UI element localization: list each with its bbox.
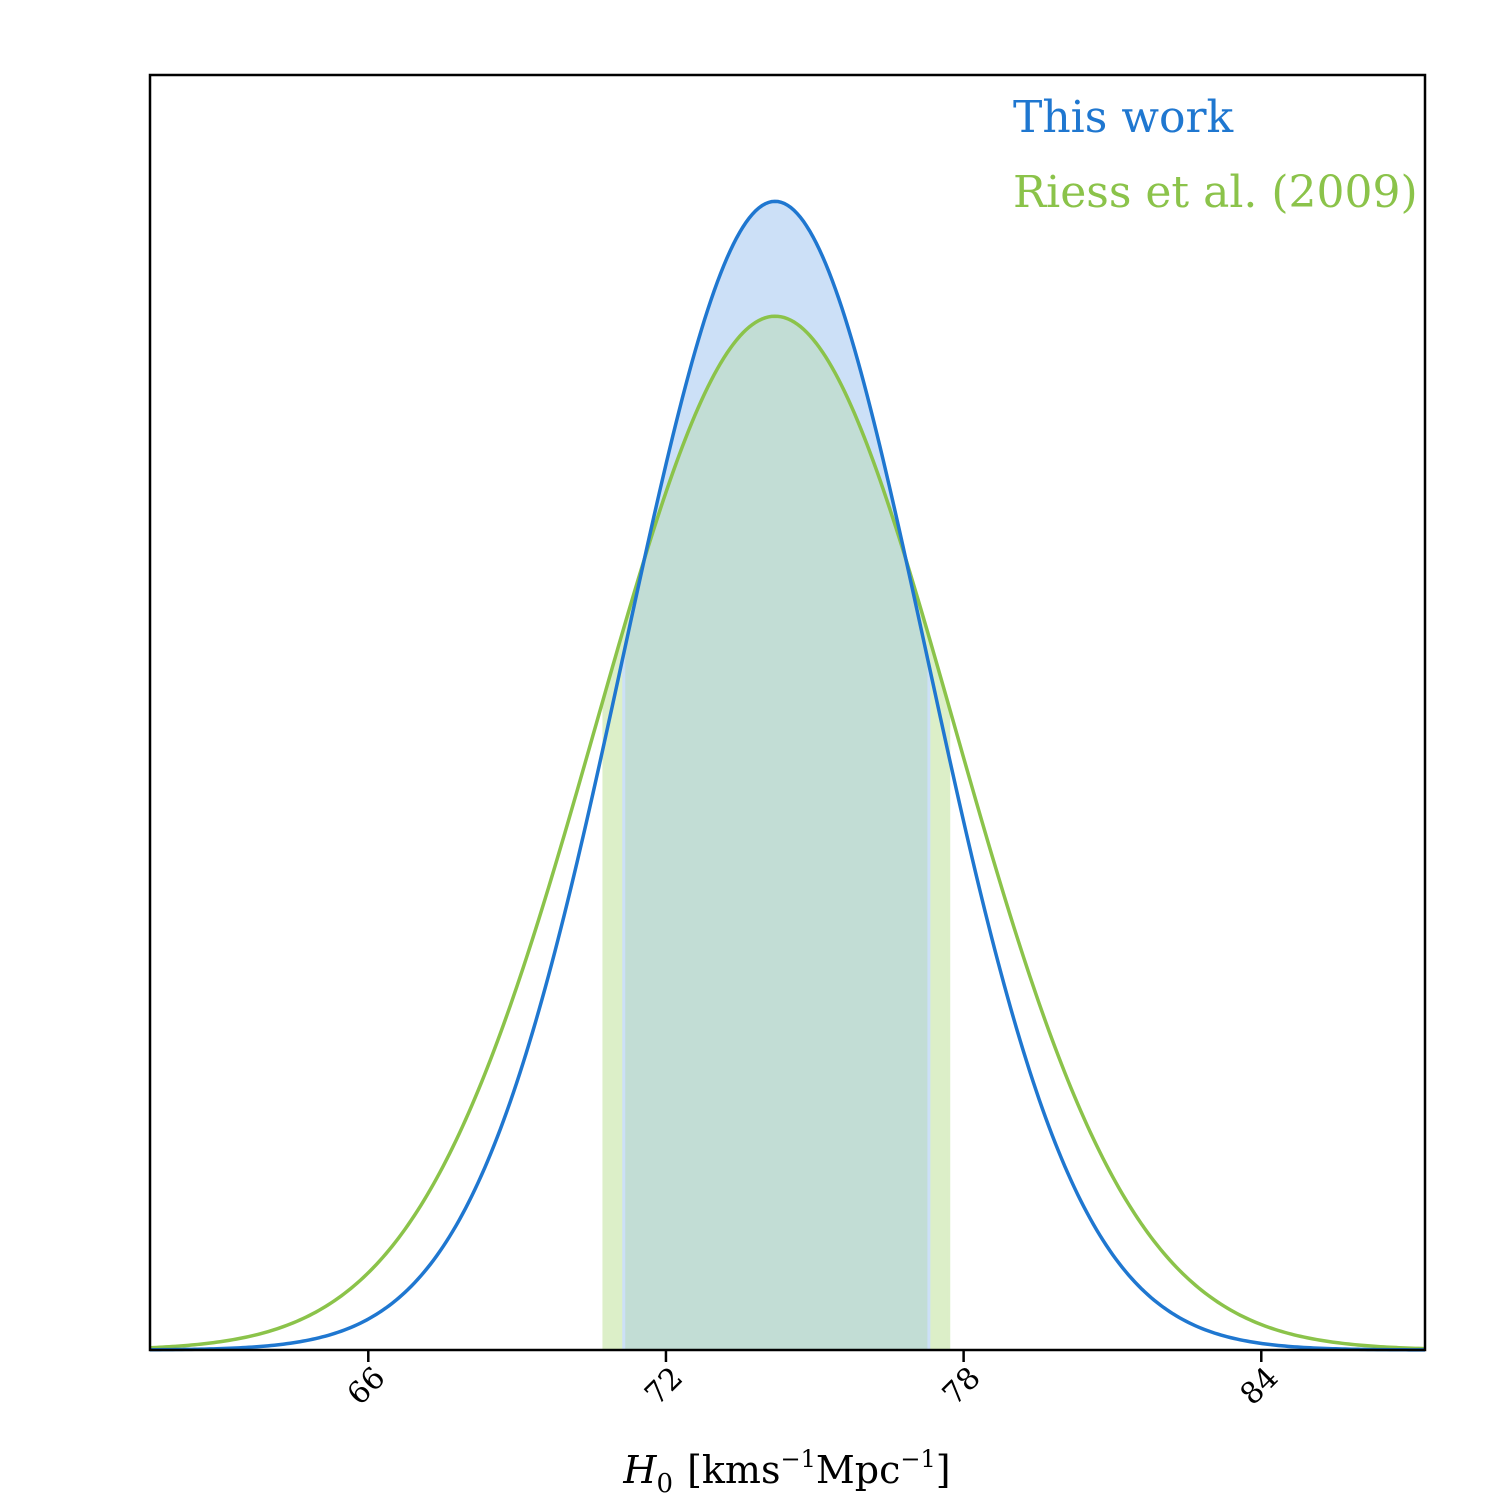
legend-entry-riess-2009: Riess et al. (2009) [1013, 167, 1418, 218]
legend-entry-this-work: This work [1013, 92, 1234, 143]
x-axis-label: H0 [kms−1Mpc−1] [622, 1445, 950, 1499]
series-line-1 [149, 314, 1426, 1351]
series-line-0 [149, 199, 1426, 1352]
interval-overlap-fill [623, 316, 929, 1351]
curve-fills [602, 201, 951, 1351]
curve-lines [149, 199, 1426, 1352]
plot-frame [148, 73, 1427, 1352]
legend: This work Riess et al. (2009) [1013, 92, 1418, 218]
